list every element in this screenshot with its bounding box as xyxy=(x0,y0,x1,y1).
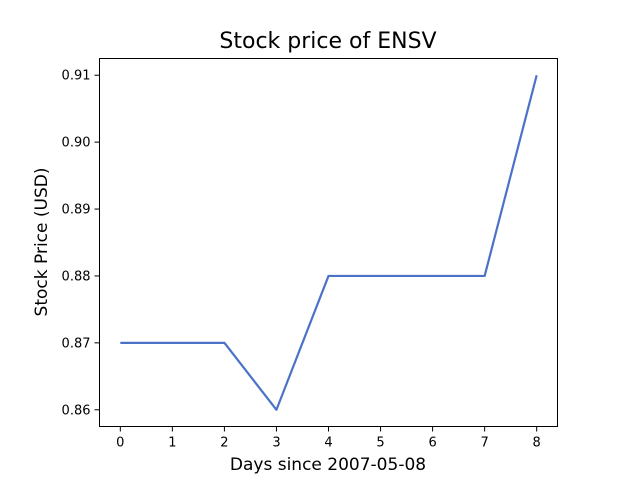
x-tick-label: 6 xyxy=(428,436,436,451)
y-tick-label: 0.91 xyxy=(62,69,91,84)
x-axis: 0 1 2 3 4 5 6 7 8 xyxy=(116,426,541,451)
x-tick-label: 4 xyxy=(324,436,332,451)
series-layer xyxy=(120,74,538,411)
series-line-0 xyxy=(120,74,538,411)
chart-title: Stock price of ENSV xyxy=(219,29,436,54)
x-tick-label: 1 xyxy=(168,436,176,451)
axes-frame xyxy=(99,58,558,427)
x-tick-label: 5 xyxy=(376,436,384,451)
plot-area: 0 1 2 3 4 5 6 7 8 0.86 0.87 0.88 0.89 0.90 0.91 xyxy=(62,58,558,451)
y-tick-label: 0.89 xyxy=(62,203,91,218)
y-axis: 0.86 0.87 0.88 0.89 0.90 0.91 xyxy=(62,69,100,418)
y-tick-label: 0.87 xyxy=(62,336,91,351)
x-tick-label: 3 xyxy=(272,436,280,451)
y-tick-label: 0.86 xyxy=(62,403,91,418)
x-axis-label: Days since 2007-05-08 xyxy=(230,455,426,475)
y-tick-label: 0.90 xyxy=(62,136,91,151)
x-tick-label: 8 xyxy=(533,436,541,451)
x-tick-label: 0 xyxy=(116,436,124,451)
x-tick-label: 2 xyxy=(220,436,228,451)
y-tick-label: 0.88 xyxy=(62,269,91,284)
y-axis-label: Stock Price (USD) xyxy=(32,168,52,317)
x-tick-label: 7 xyxy=(480,436,488,451)
